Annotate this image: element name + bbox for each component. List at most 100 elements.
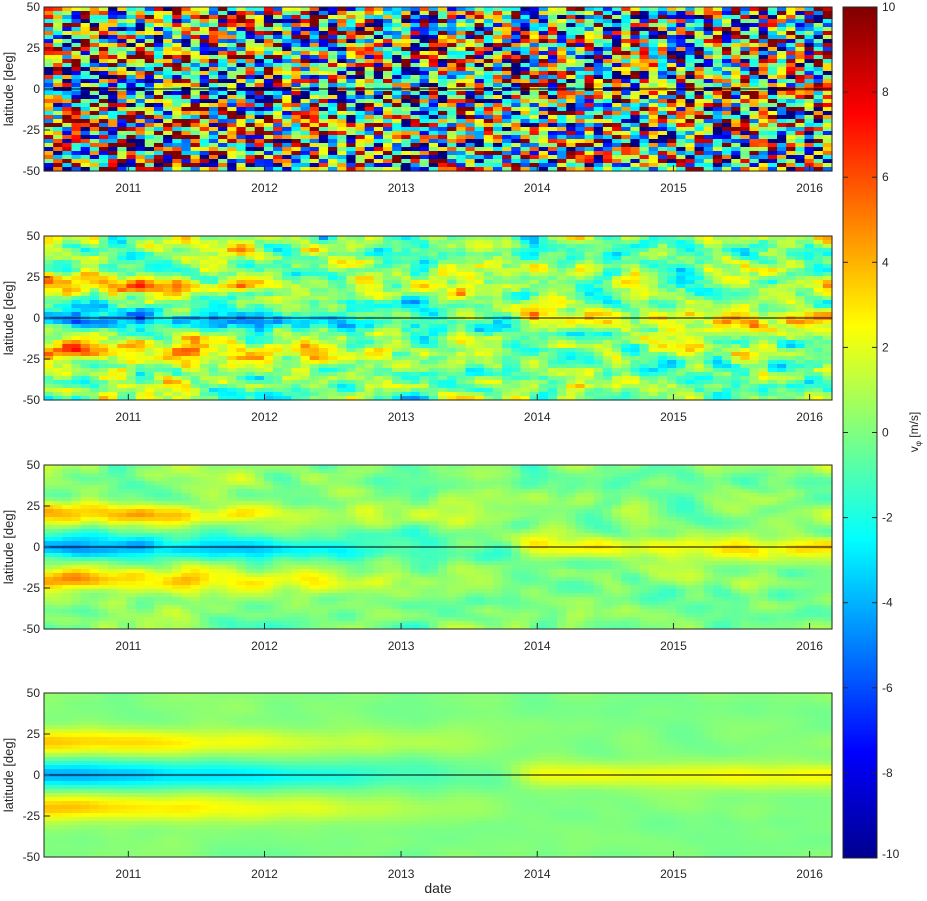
heatmap-cell bbox=[181, 135, 192, 140]
heatmap-cell bbox=[190, 336, 201, 341]
heatmap-cell bbox=[401, 71, 412, 76]
heatmap-cell bbox=[419, 107, 430, 112]
heatmap-cell bbox=[318, 71, 329, 76]
heatmap-cell bbox=[410, 55, 421, 60]
heatmap-cell bbox=[740, 75, 751, 80]
heatmap-cell bbox=[584, 43, 595, 48]
heatmap-cell bbox=[181, 324, 192, 329]
heatmap-cell bbox=[383, 35, 393, 40]
heatmap-cell bbox=[135, 376, 146, 381]
heatmap-cell bbox=[135, 336, 146, 341]
heatmap-cell bbox=[621, 47, 632, 52]
heatmap-cell bbox=[456, 119, 467, 124]
heatmap-cell bbox=[529, 111, 540, 116]
heatmap-cell bbox=[89, 7, 100, 12]
heatmap-cell bbox=[419, 67, 430, 72]
heatmap-cell bbox=[538, 143, 549, 148]
heatmap-cell bbox=[300, 372, 311, 377]
heatmap-cell bbox=[465, 95, 476, 100]
heatmap-cell bbox=[218, 135, 228, 140]
heatmap-cell bbox=[172, 51, 183, 56]
heatmap-cell bbox=[53, 236, 63, 241]
heatmap-cell bbox=[208, 139, 219, 144]
heatmap-cell bbox=[172, 11, 183, 16]
heatmap-cell bbox=[483, 63, 494, 68]
heatmap-cell bbox=[254, 91, 265, 96]
heatmap-cell bbox=[676, 131, 686, 136]
heatmap-cell bbox=[502, 107, 512, 112]
heatmap-cell bbox=[181, 35, 192, 40]
heatmap-cell bbox=[190, 39, 201, 44]
heatmap-cell bbox=[355, 388, 366, 393]
heatmap-cell bbox=[593, 155, 604, 160]
heatmap-cell bbox=[584, 11, 595, 16]
heatmap-cell bbox=[731, 59, 741, 64]
heatmap-cell bbox=[318, 340, 329, 345]
heatmap-cell bbox=[254, 75, 265, 80]
heatmap-cell bbox=[328, 384, 338, 389]
heatmap-cell bbox=[318, 151, 329, 156]
heatmap-cell bbox=[346, 139, 357, 144]
heatmap-cell bbox=[483, 163, 494, 168]
heatmap-cell bbox=[474, 83, 485, 88]
heatmap-cell bbox=[144, 75, 155, 80]
heatmap-cell bbox=[135, 284, 146, 289]
heatmap-cell bbox=[694, 19, 705, 24]
heatmap-cell bbox=[364, 131, 375, 136]
heatmap-cell bbox=[144, 143, 155, 148]
heatmap-cell bbox=[410, 27, 421, 32]
heatmap-cell bbox=[328, 328, 338, 333]
heatmap-cell bbox=[337, 364, 347, 369]
heatmap-cell bbox=[126, 15, 137, 20]
heatmap-cell bbox=[318, 39, 329, 44]
heatmap-cell bbox=[676, 139, 686, 144]
heatmap-cell bbox=[245, 264, 256, 269]
heatmap-cell bbox=[602, 107, 613, 112]
heatmap-cell bbox=[401, 115, 412, 120]
heatmap-cell bbox=[318, 147, 329, 152]
heatmap-cell bbox=[364, 11, 375, 16]
heatmap-cell bbox=[648, 163, 659, 168]
heatmap-cell bbox=[612, 67, 622, 72]
heatmap-cell bbox=[273, 115, 283, 120]
heatmap-cell bbox=[190, 155, 201, 160]
heatmap-cell bbox=[657, 51, 668, 56]
heatmap-cell bbox=[126, 47, 137, 52]
heatmap-cell bbox=[438, 143, 448, 148]
heatmap-cell bbox=[309, 151, 320, 156]
heatmap-cell bbox=[163, 95, 173, 100]
heatmap-cell bbox=[786, 119, 796, 124]
heatmap-cell bbox=[511, 95, 522, 100]
heatmap-cell bbox=[777, 19, 787, 24]
heatmap-cell bbox=[263, 396, 274, 401]
heatmap-cell bbox=[172, 151, 183, 156]
heatmap-cell bbox=[44, 320, 54, 325]
heatmap-cell bbox=[89, 384, 100, 389]
heatmap-cell bbox=[392, 55, 402, 60]
heatmap-cell bbox=[199, 304, 210, 309]
heatmap-cell bbox=[144, 384, 155, 389]
heatmap-cell bbox=[282, 296, 292, 301]
heatmap-cell bbox=[346, 312, 357, 317]
heatmap-cell bbox=[657, 107, 668, 112]
heatmap-cell bbox=[254, 147, 265, 152]
heatmap-cell bbox=[492, 51, 503, 56]
heatmap-cell bbox=[355, 352, 366, 357]
heatmap-cell bbox=[355, 292, 366, 297]
heatmap-cell bbox=[163, 163, 173, 168]
heatmap-cell bbox=[190, 268, 201, 273]
heatmap-cell bbox=[199, 79, 210, 84]
heatmap-cell bbox=[364, 51, 375, 56]
heatmap-cell bbox=[685, 59, 696, 64]
heatmap-cell bbox=[245, 284, 256, 289]
heatmap-cell bbox=[89, 11, 100, 16]
heatmap-cell bbox=[218, 268, 228, 273]
heatmap-cell bbox=[438, 139, 448, 144]
heatmap-cell bbox=[254, 83, 265, 88]
heatmap-cell bbox=[722, 7, 732, 12]
heatmap-cell bbox=[538, 55, 549, 60]
heatmap-cell bbox=[758, 75, 769, 80]
heatmap-cell bbox=[53, 131, 63, 136]
heatmap-cell bbox=[227, 256, 238, 261]
heatmap-cell bbox=[44, 336, 54, 341]
